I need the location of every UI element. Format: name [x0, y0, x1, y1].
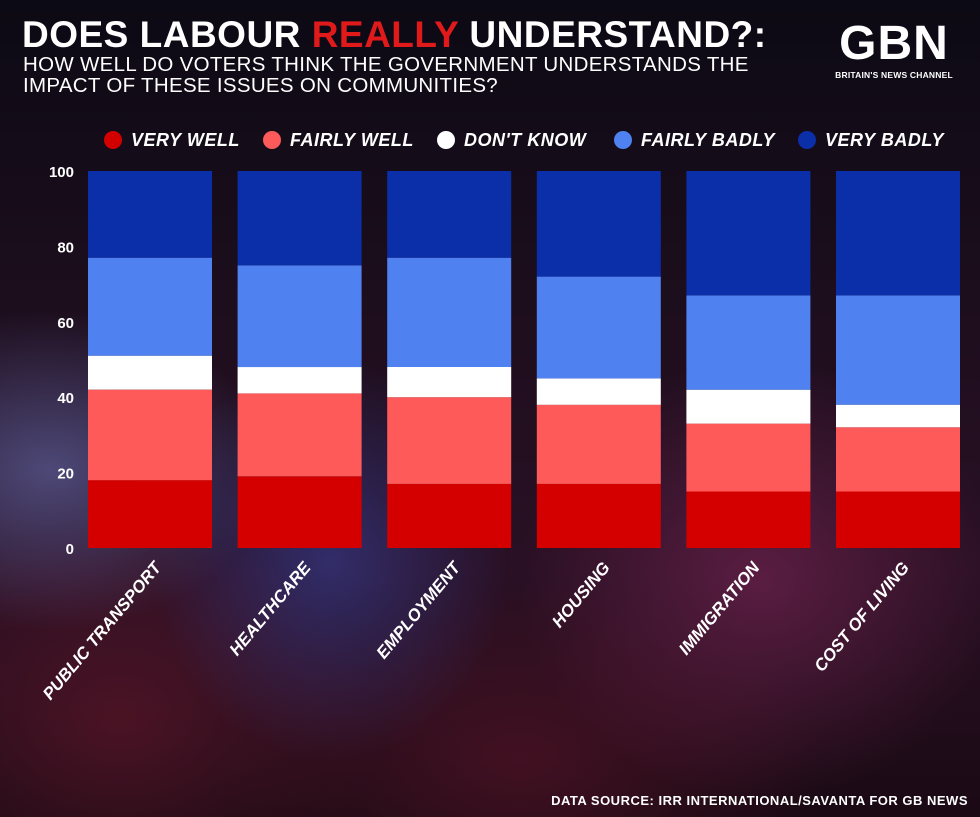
x-tick-label: EMPLOYMENT — [373, 557, 466, 662]
bar-segment-fairly-badly — [387, 257, 512, 367]
gbnews-logo: GBN BRITAIN'S NEWS CHANNEL — [826, 17, 962, 81]
y-tick-label: 100 — [49, 164, 74, 181]
bar-segment-dont-know — [536, 378, 661, 405]
bar-segment-fairly-badly — [836, 295, 960, 405]
bar-segment-very-badly — [237, 171, 362, 266]
legend-item-dont-know: DON'T KNOW — [437, 126, 586, 154]
y-tick-label: 20 — [57, 466, 74, 483]
bar-segment-dont-know — [387, 367, 512, 398]
legend-item-fairly-badly: FAIRLY BADLY — [614, 126, 775, 154]
bar-segment-very-badly — [387, 171, 512, 258]
bar-segment-very-well — [686, 491, 811, 548]
bar-segment-fairly-well — [88, 389, 212, 481]
legend-item-fairly-well: FAIRLY WELL — [263, 126, 414, 154]
legend-item-very-badly: VERY BADLY — [798, 126, 944, 154]
chart-subtitle: HOW WELL DO VOTERS THINK THE GOVERNMENT … — [23, 53, 749, 97]
legend-swatch-dont-know — [437, 131, 455, 149]
bar-segment-very-well — [836, 491, 960, 548]
x-tick-label: HEALTHCARE — [226, 558, 315, 659]
logo-mark: GBN — [839, 17, 949, 70]
bar-segment-very-well — [237, 476, 362, 548]
y-tick-label: 40 — [57, 390, 74, 407]
bar-segment-fairly-badly — [686, 295, 811, 390]
y-tick-label: 0 — [66, 541, 74, 558]
y-tick-label: 60 — [57, 315, 74, 332]
bar-segment-fairly-well — [536, 404, 661, 484]
title-accent: REALLY — [311, 14, 459, 55]
y-tick-label: 80 — [57, 239, 74, 256]
legend-swatch-very-badly — [798, 131, 816, 149]
bar-segment-dont-know — [88, 355, 212, 390]
bar-segment-dont-know — [237, 367, 362, 394]
logo-tagline: BRITAIN'S NEWS CHANNEL — [835, 70, 953, 80]
bar-segment-fairly-badly — [88, 257, 212, 356]
legend-swatch-fairly-well — [263, 131, 281, 149]
data-source: DATA SOURCE: IRR INTERNATIONAL/SAVANTA F… — [551, 793, 968, 808]
chart-title: DOES LABOUR REALLY UNDERSTAND?: — [22, 14, 767, 55]
legend-swatch-very-well — [104, 131, 122, 149]
x-tick-label: IMMIGRATION — [675, 558, 764, 659]
bar-segment-very-badly — [88, 171, 212, 258]
bar-segment-very-badly — [686, 171, 811, 296]
bar-segment-very-well — [536, 483, 661, 548]
bar-segment-very-well — [387, 483, 512, 548]
legend: VERY WELL FAIRLY WELL DON'T KNOW FAIRLY … — [0, 126, 980, 154]
legend-swatch-fairly-badly — [614, 131, 632, 149]
bar-segment-fairly-well — [836, 427, 960, 492]
x-tick-label: PUBLIC TRANSPORT — [39, 557, 166, 703]
bar-segment-fairly-badly — [536, 276, 661, 379]
bar-segment-very-well — [88, 480, 212, 548]
bar-segment-fairly-well — [387, 397, 512, 484]
x-tick-label: HOUSING — [548, 558, 614, 631]
bar-segment-dont-know — [686, 389, 811, 424]
bar-segment-fairly-badly — [237, 265, 362, 368]
bar-segment-fairly-well — [237, 393, 362, 477]
x-tick-label: COST OF LIVING — [810, 558, 913, 675]
bar-segment-very-badly — [836, 171, 960, 296]
legend-item-very-well: VERY WELL — [104, 126, 240, 154]
bar-segment-very-badly — [536, 171, 661, 277]
bar-segment-dont-know — [836, 404, 960, 428]
bar-segment-fairly-well — [686, 423, 811, 492]
